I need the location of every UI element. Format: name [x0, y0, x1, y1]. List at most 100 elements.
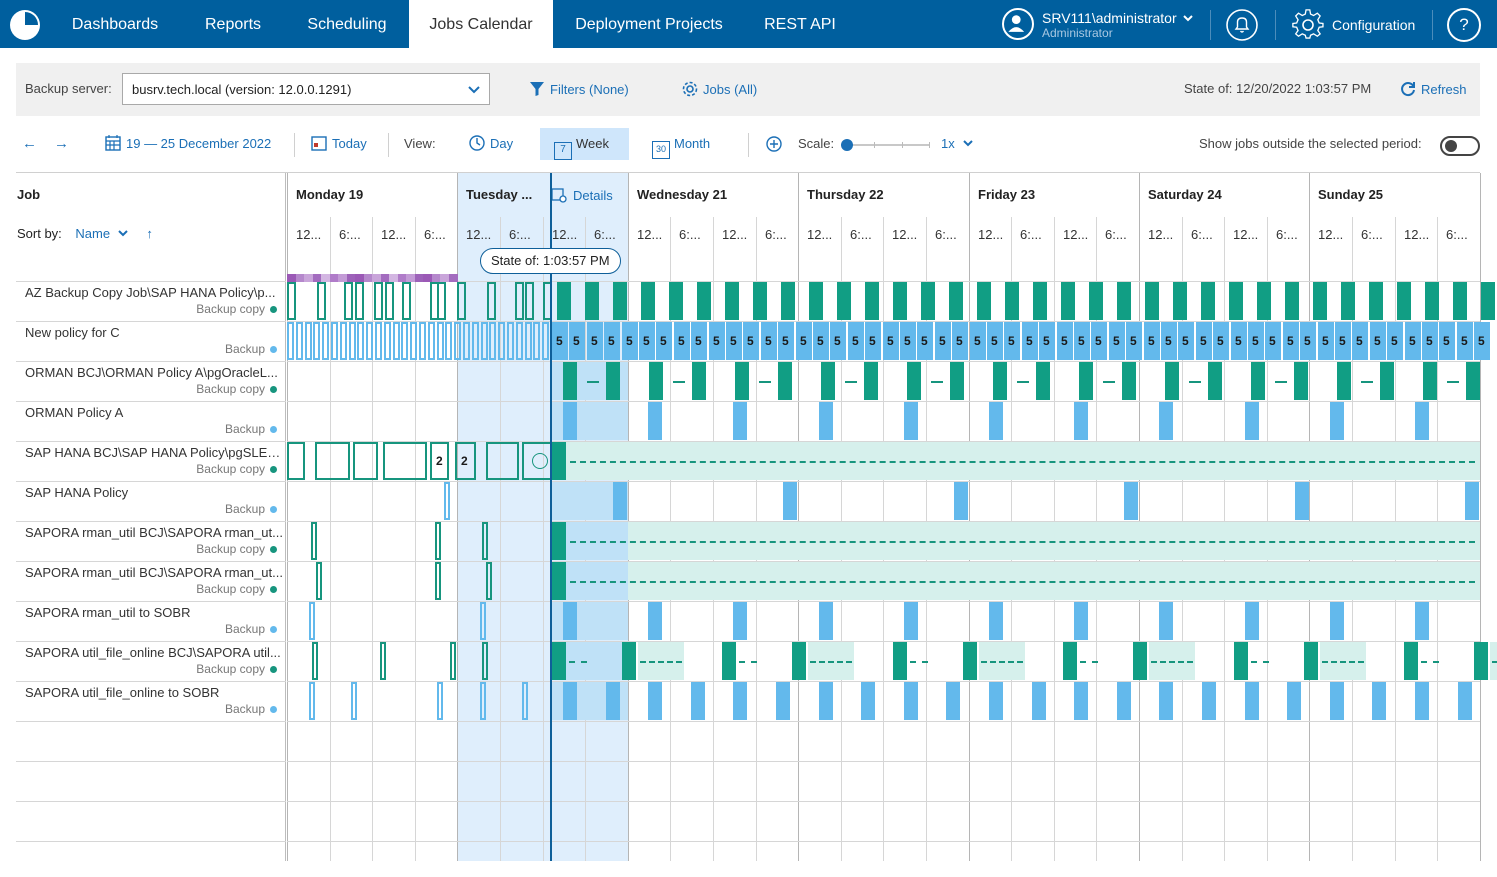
job-run-bar[interactable] [563, 682, 577, 720]
job-run-bar[interactable] [331, 322, 338, 360]
job-run-bar[interactable] [1251, 362, 1265, 400]
job-run-bar[interactable] [819, 682, 833, 720]
job-run-bar[interactable] [287, 442, 305, 480]
job-run-bar[interactable] [1337, 362, 1351, 400]
job-run-bar[interactable] [733, 682, 747, 720]
job-run-bar[interactable] [1335, 322, 1351, 360]
scale-dropdown[interactable]: 1x [941, 128, 974, 160]
job-run-bar[interactable] [552, 522, 566, 560]
job-run-bar[interactable] [648, 402, 662, 440]
job-row[interactable]: ORMAN Policy A Backup [16, 401, 286, 441]
job-row[interactable]: SAP HANA Policy Backup [16, 481, 286, 521]
job-run-bar[interactable] [384, 322, 391, 360]
job-run-bar[interactable] [1422, 322, 1438, 360]
next-period-button[interactable]: → [54, 135, 69, 152]
job-run-bar[interactable] [778, 322, 794, 360]
job-run-bar[interactable] [674, 322, 690, 360]
job-run-bar[interactable] [761, 322, 777, 360]
job-run-bar[interactable] [1330, 402, 1344, 440]
job-run-bar[interactable] [435, 562, 441, 600]
job-run-bar[interactable] [1074, 602, 1088, 640]
job-run-bar[interactable] [1201, 282, 1215, 320]
sort-field-dropdown[interactable]: Name [75, 226, 132, 241]
job-run-bar[interactable] [375, 322, 382, 360]
job-run-bar[interactable] [316, 562, 322, 600]
job-run-bar[interactable] [1330, 602, 1344, 640]
job-row[interactable]: New policy for C Backup [16, 321, 286, 361]
configuration-label[interactable]: Configuration [1332, 17, 1416, 33]
job-run-bar[interactable] [340, 322, 347, 360]
job-run-bar[interactable] [463, 322, 470, 360]
job-run-bar[interactable] [1231, 322, 1247, 360]
job-run-bar[interactable] [864, 362, 878, 400]
job-run-bar[interactable] [1283, 322, 1299, 360]
job-run-bar[interactable] [312, 642, 318, 680]
job-run-bar[interactable] [1370, 322, 1386, 360]
job-run-bar[interactable] [1133, 642, 1147, 680]
job-run-bar[interactable] [648, 682, 662, 720]
job-row[interactable]: AZ Backup Copy Job\SAP HANA Policy\p... B… [16, 281, 286, 321]
job-run-bar[interactable] [819, 402, 833, 440]
job-run-bar[interactable] [1022, 322, 1038, 360]
job-run-bar[interactable] [287, 322, 294, 360]
day-header[interactable]: Tuesday ... [466, 187, 533, 202]
job-run-bar[interactable] [1397, 282, 1411, 320]
job-run-bar[interactable] [743, 322, 759, 360]
job-run-bar[interactable] [355, 282, 364, 320]
job-run-bar[interactable] [1245, 682, 1259, 720]
today-button[interactable]: Today [310, 128, 367, 160]
job-run-bar[interactable] [410, 322, 417, 360]
job-run-bar[interactable] [1439, 322, 1455, 360]
job-run-bar[interactable] [606, 362, 620, 400]
job-run-bar[interactable] [733, 602, 747, 640]
job-run-bar[interactable] [692, 362, 706, 400]
job-run-bar[interactable] [1234, 642, 1248, 680]
job-run-bar[interactable] [1248, 322, 1264, 360]
job-run-bar[interactable] [482, 642, 488, 680]
job-run-bar[interactable] [486, 562, 492, 600]
job-run-bar[interactable] [454, 322, 461, 360]
day-header[interactable]: Sunday 25 [1318, 187, 1384, 202]
job-run-bar[interactable] [311, 522, 317, 560]
app-logo-icon[interactable] [8, 8, 42, 42]
job-run-bar[interactable] [776, 682, 790, 720]
job-run-bar[interactable] [349, 322, 356, 360]
job-run-bar[interactable] [1208, 362, 1222, 400]
job-run-bar[interactable] [1466, 362, 1480, 400]
job-run-bar[interactable] [753, 282, 767, 320]
job-run-bar[interactable] [357, 322, 364, 360]
job-run-bar[interactable] [1423, 362, 1437, 400]
job-run-bar[interactable] [552, 322, 568, 360]
job-run-bar[interactable] [1369, 282, 1383, 320]
sort-direction-button[interactable]: ↑ [146, 226, 153, 241]
job-run-bar[interactable] [1074, 322, 1090, 360]
job-run-bar[interactable] [353, 442, 378, 480]
job-run-bar[interactable] [963, 642, 977, 680]
job-run-bar[interactable] [552, 642, 566, 680]
job-run-bar[interactable] [385, 282, 394, 320]
job-run-bar[interactable] [525, 322, 532, 360]
job-run-bar[interactable] [709, 322, 725, 360]
job-run-bar[interactable] [1404, 642, 1418, 680]
job-run-bar[interactable] [1159, 602, 1173, 640]
job-run-bar[interactable] [865, 282, 879, 320]
job-run-bar[interactable] [1145, 282, 1159, 320]
job-run-bar[interactable] [344, 282, 353, 320]
job-run-bar[interactable] [1453, 282, 1467, 320]
job-run-bar[interactable] [305, 322, 312, 360]
job-run-bar[interactable] [480, 602, 486, 640]
job-run-bar[interactable] [622, 322, 638, 360]
job-run-bar[interactable] [498, 322, 505, 360]
job-run-bar[interactable] [691, 682, 705, 720]
job-run-bar[interactable] [1032, 682, 1046, 720]
job-run-bar[interactable] [1294, 362, 1308, 400]
job-run-bar[interactable] [1039, 322, 1055, 360]
job-run-bar[interactable] [954, 482, 968, 520]
job-run-bar[interactable] [606, 682, 620, 720]
tab-jobs-calendar[interactable]: Jobs Calendar [409, 0, 553, 48]
job-run-bar[interactable] [525, 282, 534, 320]
job-run-bar[interactable] [1117, 282, 1131, 320]
play-icon[interactable] [532, 453, 548, 469]
job-run-bar[interactable] [296, 322, 303, 360]
job-run-bar[interactable] [1465, 482, 1479, 520]
